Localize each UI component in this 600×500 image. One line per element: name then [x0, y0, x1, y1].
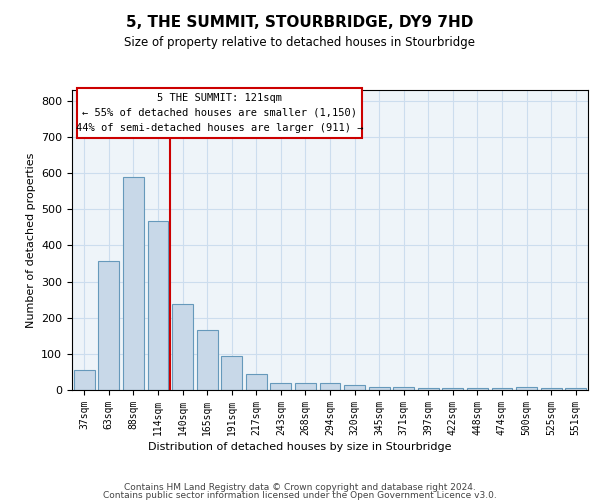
Text: 5, THE SUMMIT, STOURBRIDGE, DY9 7HD: 5, THE SUMMIT, STOURBRIDGE, DY9 7HD	[127, 15, 473, 30]
Bar	[197, 330, 218, 390]
Bar	[368, 388, 389, 390]
Bar	[123, 176, 144, 390]
Bar	[344, 385, 365, 390]
Bar	[221, 356, 242, 390]
Bar	[516, 387, 537, 390]
Bar	[393, 388, 414, 390]
Bar	[541, 388, 562, 390]
Bar	[172, 304, 193, 390]
Bar	[418, 388, 439, 390]
Bar	[295, 383, 316, 390]
Bar	[246, 374, 267, 390]
Bar	[442, 388, 463, 390]
FancyBboxPatch shape	[77, 88, 362, 138]
Bar	[98, 261, 119, 390]
Bar	[565, 388, 586, 390]
Text: Distribution of detached houses by size in Stourbridge: Distribution of detached houses by size …	[148, 442, 452, 452]
Text: Contains public sector information licensed under the Open Government Licence v3: Contains public sector information licen…	[103, 492, 497, 500]
Bar	[320, 383, 340, 390]
Text: Contains HM Land Registry data © Crown copyright and database right 2024.: Contains HM Land Registry data © Crown c…	[124, 483, 476, 492]
Bar	[491, 388, 512, 390]
Bar	[467, 388, 488, 390]
Y-axis label: Number of detached properties: Number of detached properties	[26, 152, 35, 328]
Bar	[148, 221, 169, 390]
Bar	[271, 383, 292, 390]
Text: Size of property relative to detached houses in Stourbridge: Size of property relative to detached ho…	[125, 36, 476, 49]
Bar	[74, 370, 95, 390]
Text: 5 THE SUMMIT: 121sqm
← 55% of detached houses are smaller (1,150)
44% of semi-de: 5 THE SUMMIT: 121sqm ← 55% of detached h…	[76, 93, 363, 133]
